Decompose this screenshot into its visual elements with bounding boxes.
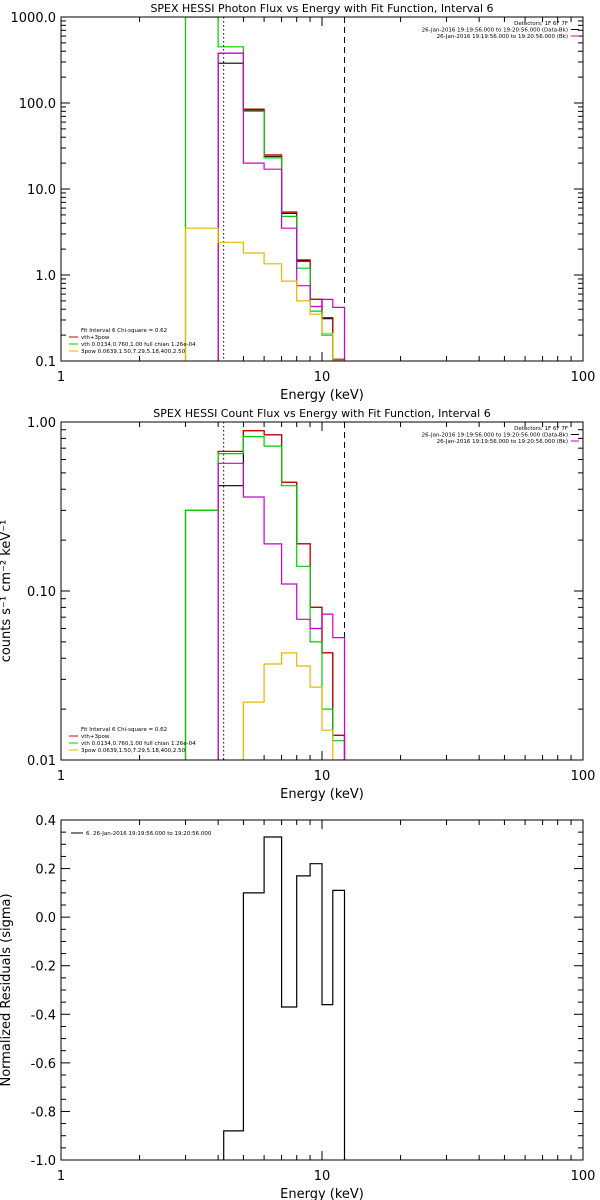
chart-title: SPEX HESSI Photon Flux vs Energy with Fi…	[150, 2, 493, 15]
plot-frame	[60, 16, 584, 362]
y-tick-label: 0.01	[27, 754, 56, 769]
y-tick-label: 100.0	[19, 97, 56, 112]
series-line-0	[223, 836, 346, 1160]
series-line-2	[184, 17, 346, 361]
legend-bottomleft-text: Fit Interval 6 Chi-square = 0.62	[81, 727, 167, 733]
legend-bottomleft-text: vth 0.0134,0.760,1.00 full chian 1.26e-0…	[81, 342, 196, 348]
x-axis-label: Energy (keV)	[280, 1187, 364, 1200]
y-tick-label: 1.00	[27, 416, 56, 431]
series-line-4	[242, 652, 346, 760]
x-tick-label: 10	[314, 370, 331, 385]
legend-topright-text: 26-Jan-2016 19:19:56.000 to 19:20:56.000…	[437, 34, 568, 40]
count-flux-panel: 1 10 100 0.01 0.10 1.00 SPEX HESSI Count Flux …	[0, 407, 595, 802]
legend-bottomleft-text: Fit Interval 6 Chi-square = 0.62	[81, 328, 167, 334]
series-line-1	[184, 430, 346, 760]
series-line-3	[217, 462, 346, 760]
x-tick-label: 100	[571, 370, 596, 385]
legend-topright-text: Detectors: 1F 6F 7F	[514, 426, 568, 432]
y-axis-label: counts s⁻¹ cm⁻² keV⁻¹	[0, 520, 14, 663]
legend-bottomleft-text: 3pow 0.0639,1.50,7.29,5.18,400,2.50	[81, 349, 186, 355]
y-tick-label: 0.1	[35, 355, 56, 370]
x-tick-label: 100	[571, 769, 596, 784]
y-tick-label: 1.0	[35, 269, 56, 284]
y-tick-label: -0.4	[31, 1008, 56, 1023]
legend-topright-text: 26-Jan-2016 19:19:56.000 to 19:20:56.000…	[422, 433, 568, 439]
photon-flux-panel: 1 10 100 0.1 1.0 10.0 100.0 1000.0 SPEX HESSI Ph…	[11, 2, 596, 403]
legend-topright-text: Detectors: 1F 6F 7F	[514, 21, 568, 27]
legend-topleft-text: 6. 26-Jan-2016 19:19:56.000 to 19:20:56.…	[86, 831, 212, 837]
legend-topright-text: 26-Jan-2016 19:19:56.000 to 19:20:56.000…	[422, 28, 568, 34]
y-tick-label: -0.8	[31, 1105, 56, 1120]
y-tick-label: 0.4	[35, 814, 56, 829]
y-tick-label: 1000.0	[11, 11, 57, 26]
x-axis-label: Energy (keV)	[280, 388, 364, 403]
y-tick-label: 10.0	[27, 183, 56, 198]
series-line-2	[184, 436, 346, 760]
y-tick-label: -0.2	[31, 960, 56, 975]
legend-bottomleft-text: vth+3pow	[81, 734, 110, 740]
x-tick-label: 1	[57, 1169, 65, 1184]
legend-bottomleft-text: vth+3pow	[81, 335, 110, 341]
y-axis-label: Normalized Residuals (sigma)	[0, 893, 14, 1086]
residuals-panel: 1 10 100 -1.0 -0.8 -0.6 -0.4 -0.2 0.0 0.2 0.4 Energ…	[0, 814, 595, 1200]
legend-bottomleft-text: 3pow 0.0639,1.50,7.29,5.18,400,2.50	[81, 748, 186, 754]
x-tick-label: 10	[314, 1169, 331, 1184]
series-line-4	[184, 227, 346, 361]
plot-frame	[60, 819, 584, 1161]
y-tick-label: -0.6	[31, 1057, 56, 1072]
series-line-3	[217, 52, 346, 361]
x-axis-label: Energy (keV)	[280, 787, 364, 802]
x-tick-label: 1	[57, 769, 65, 784]
y-tick-label: -1.0	[31, 1154, 56, 1169]
plot-frame	[60, 421, 584, 761]
x-tick-label: 1	[57, 370, 65, 385]
legend-bottomleft-text: vth 0.0134,0.760,1.00 full chian 1.26e-0…	[81, 741, 196, 747]
x-tick-label: 10	[314, 769, 331, 784]
x-tick-label: 100	[571, 1169, 596, 1184]
y-tick-label: 0.2	[35, 863, 56, 878]
legend-topright-text: 26-Jan-2016 19:19:56.000 to 19:20:56.000…	[437, 439, 568, 445]
y-tick-label: 0.10	[27, 585, 56, 600]
y-tick-label: 0.0	[35, 911, 56, 926]
chart-title: SPEX HESSI Count Flux vs Energy with Fit…	[153, 407, 490, 420]
